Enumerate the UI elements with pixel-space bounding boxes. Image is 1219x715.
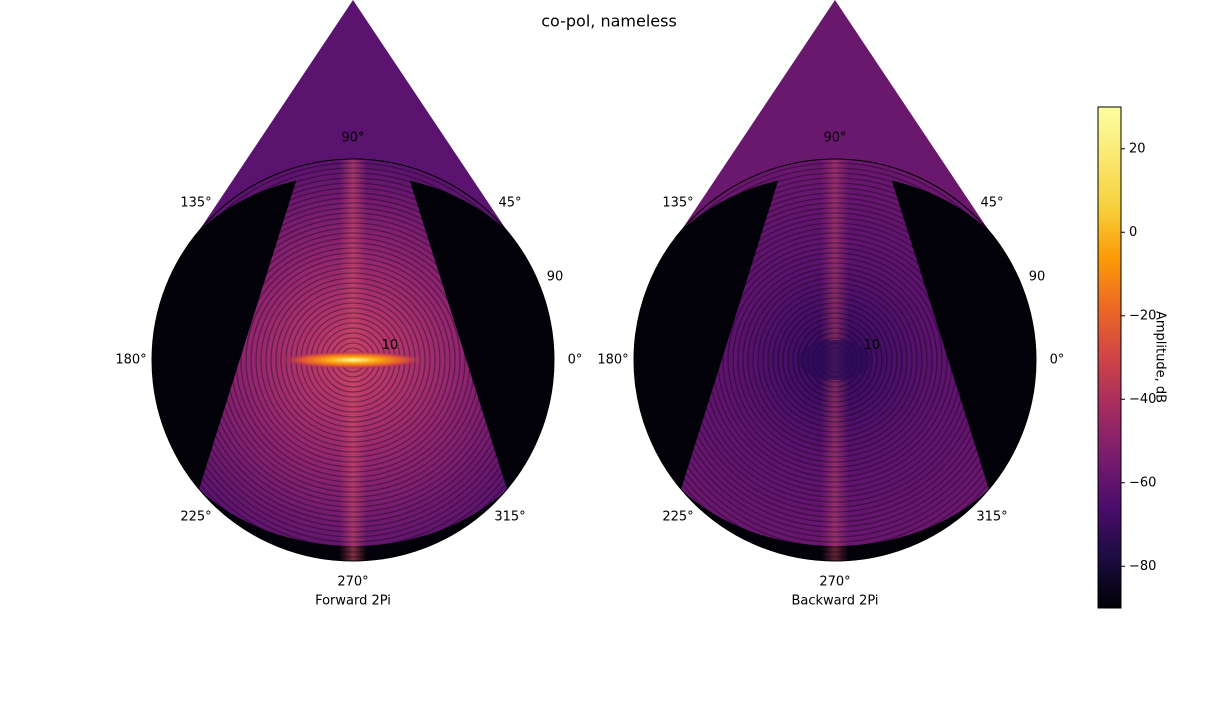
pattern-ring (727, 252, 943, 468)
pattern-ring (185, 192, 521, 528)
pattern-ring (160, 167, 546, 553)
pattern-ring (782, 307, 888, 413)
pattern-ring (767, 292, 903, 428)
pattern-ring (687, 212, 983, 508)
pattern-ring (647, 172, 1023, 548)
colorbar-tick-label: −40 (1129, 392, 1156, 407)
plots: 0° 45° 90° 135° 180° 225° 270° 315° 10 90 Forward … (115, 0, 1064, 609)
colorbar-tick-label: −60 (1129, 475, 1156, 490)
pattern-ring (190, 197, 516, 523)
theta-tick-label: 90° (341, 131, 364, 146)
r-tick-label: 10 (864, 338, 881, 353)
pattern-ring (155, 162, 551, 558)
r-tick-label: 10 (382, 338, 399, 353)
theta-tick-label: 270° (337, 575, 368, 590)
pattern-ring (180, 187, 526, 533)
pattern-ring (792, 317, 878, 403)
pattern-ring (717, 242, 953, 478)
pattern-ring (722, 247, 948, 473)
pattern-ring (235, 242, 471, 478)
theta-tick-label: 135° (662, 196, 693, 211)
pattern-ring (667, 192, 1003, 528)
colorbar-label: Amplitude, dB (1153, 311, 1168, 403)
theta-tick-label: 0° (1050, 353, 1065, 368)
colorbar-axis: 20 0 −20 −40 −60 −80 (1121, 141, 1156, 574)
theta-tick-label: 0° (568, 353, 583, 368)
theta-tick-label: 90° (823, 131, 846, 146)
pattern-ring (195, 202, 511, 518)
pattern-ring (215, 222, 491, 498)
pattern-ring (702, 227, 968, 493)
theta-tick-label: 270° (819, 575, 850, 590)
theta-tick-label: 225° (180, 509, 211, 524)
theta-tick-label: 45° (980, 196, 1003, 211)
pattern-ring (692, 217, 978, 503)
pattern-ring (200, 207, 506, 513)
theta-tick-label: 180° (115, 353, 146, 368)
pattern-ring (225, 232, 481, 488)
pattern-ring (652, 177, 1018, 543)
pattern-ring (732, 257, 938, 463)
colorbar-tick-label: −80 (1129, 559, 1156, 574)
pattern-ring (682, 207, 988, 513)
pattern-ring (270, 277, 436, 443)
pattern-ring (175, 182, 531, 538)
pattern-core (278, 351, 428, 369)
pattern-ring (662, 187, 1008, 533)
pattern-ring (747, 272, 923, 448)
pattern-ring (712, 237, 958, 483)
r-tick-label: 90 (547, 270, 564, 285)
pattern-core (799, 340, 871, 380)
pattern-ring (797, 322, 873, 398)
pattern-ring (170, 177, 536, 543)
pattern-ring (777, 302, 893, 418)
x-axis-label: Forward 2Pi (315, 594, 391, 609)
pattern-ring (205, 212, 501, 508)
colorbar-tick-label: −20 (1129, 308, 1156, 323)
pattern-ring (742, 267, 928, 453)
pattern-ring (757, 282, 913, 438)
colorbar-tick-label: 0 (1129, 225, 1137, 240)
pattern-ring (265, 272, 441, 448)
x-axis-label: Backward 2Pi (791, 594, 878, 609)
polar-axes: 0° 45° 90° 135° 180° 225° 270° 315° 10 90 Forward … (115, 0, 582, 609)
theta-tick-label: 315° (976, 509, 1007, 524)
pattern-ring (642, 167, 1028, 553)
pattern-ring (255, 262, 451, 458)
pattern-ring (275, 282, 431, 438)
theta-tick-label: 135° (180, 196, 211, 211)
pattern-ring (772, 297, 898, 423)
pattern-ring (737, 262, 933, 458)
colorbar (1097, 106, 1122, 609)
theta-tick-label: 225° (662, 509, 693, 524)
pattern-ring (245, 252, 461, 468)
theta-tick-label: 180° (597, 353, 628, 368)
polar-frame (633, 158, 1037, 562)
pattern-ring (762, 287, 908, 433)
pattern-ring (240, 247, 466, 473)
pattern-ring (697, 222, 973, 498)
pattern-ring (707, 232, 963, 488)
pattern-ring (787, 312, 883, 408)
theta-tick-label: 45° (498, 196, 521, 211)
r-tick-label: 90 (1029, 270, 1046, 285)
pattern-ring (657, 182, 1013, 538)
pattern-ring (230, 237, 476, 483)
pattern-ring (752, 277, 918, 443)
pattern-ring (250, 257, 456, 463)
pattern-ring (672, 197, 998, 523)
polar-frame (151, 158, 555, 562)
polar-axes: 0° 45° 90° 135° 180° 225° 270° 315° 10 90 Backward… (597, 0, 1064, 609)
pattern-ring (210, 217, 496, 503)
colorbar-tick-label: 20 (1129, 141, 1146, 156)
pattern-ring (260, 267, 446, 453)
theta-tick-label: 315° (494, 509, 525, 524)
figure-title: co-pol, nameless (541, 12, 677, 31)
pattern-ring (677, 202, 993, 518)
pattern-ring (637, 162, 1033, 558)
pattern-ring (220, 227, 486, 493)
pattern-ring (165, 172, 541, 548)
